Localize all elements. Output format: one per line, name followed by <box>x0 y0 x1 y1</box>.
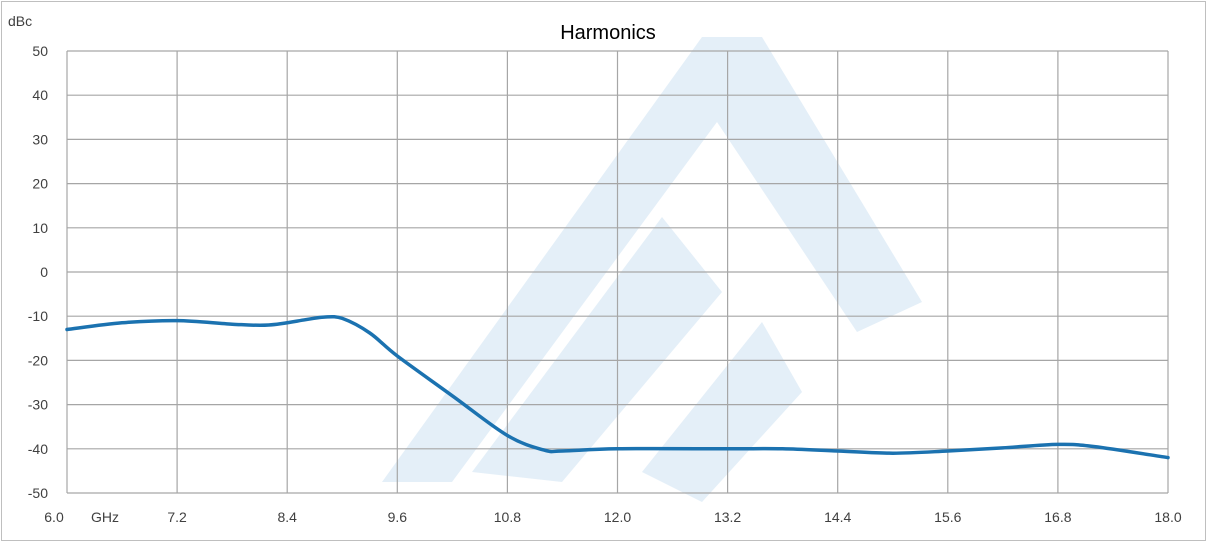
y-tick-label: -50 <box>28 485 48 501</box>
y-tick-label: 30 <box>32 131 48 147</box>
y-tick-label: -40 <box>28 441 48 457</box>
watermark-shape <box>472 217 722 482</box>
watermark-logo <box>382 37 922 502</box>
x-tick-label: 10.8 <box>494 509 521 525</box>
chart-title: Harmonics <box>560 22 656 44</box>
x-tick-label: 13.2 <box>714 509 741 525</box>
y-tick-label: -20 <box>28 352 48 368</box>
watermark-shape <box>642 322 802 502</box>
y-tick-label: 20 <box>32 176 48 192</box>
x-tick-label: 7.2 <box>167 509 187 525</box>
x-tick-label: 18.0 <box>1154 509 1181 525</box>
y-tick-label: 40 <box>32 87 48 103</box>
x-tick-label: 16.8 <box>1044 509 1071 525</box>
x-tick-label: 6.0 <box>44 509 64 525</box>
watermark-shape <box>382 37 922 482</box>
y-tick-label: 0 <box>40 264 48 280</box>
y-tick-labels: 50 40 30 20 10 0 -10 -20 -30 -40 -50 <box>28 43 48 501</box>
y-tick-label: 50 <box>32 43 48 59</box>
x-tick-label: 8.4 <box>277 509 297 525</box>
series-layer <box>65 314 1170 460</box>
y-tick-label: 10 <box>32 220 48 236</box>
grid-lines <box>66 50 1169 494</box>
y-tick-label: -30 <box>28 397 48 413</box>
y-axis-label: dBc <box>8 13 32 29</box>
x-tick-label: 15.6 <box>934 509 961 525</box>
x-tick-labels: 6.0 7.2 8.4 9.6 10.8 12.0 13.2 14.4 15.6 16.8 18.0… <box>44 509 1182 525</box>
y-tick-label: -10 <box>28 308 48 324</box>
x-tick-label: 9.6 <box>388 509 408 525</box>
x-tick-label: 12.0 <box>604 509 631 525</box>
x-tick-label: 14.4 <box>824 509 851 525</box>
harmonics-series-line <box>65 314 1170 460</box>
x-axis-unit: GHz <box>91 509 119 525</box>
